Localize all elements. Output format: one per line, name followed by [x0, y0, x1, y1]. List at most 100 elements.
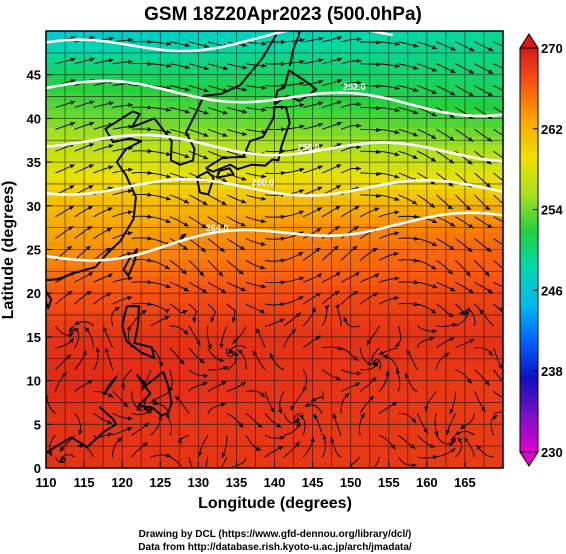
heat-cell: [449, 240, 458, 251]
heat-cell: [312, 170, 321, 181]
heat-cell: [495, 459, 503, 468]
heat-cell: [426, 389, 436, 399]
streamline-arrow: [184, 109, 190, 114]
heat-cell: [114, 100, 123, 111]
heat-cell: [457, 197, 466, 207]
heat-cell: [304, 197, 314, 207]
heat-cell: [358, 415, 367, 425]
streamline-arrow: [261, 219, 266, 224]
heat-cell: [312, 109, 321, 119]
heat-cell: [343, 424, 352, 434]
heat-cell: [145, 450, 154, 460]
heat-cell: [274, 205, 283, 216]
heat-cell: [160, 144, 169, 154]
heat-cell: [91, 450, 100, 460]
heat-cell: [91, 162, 100, 172]
heat-cell: [426, 205, 436, 216]
heat-cell: [152, 39, 161, 50]
heat-cell: [358, 109, 367, 119]
heat-cell: [68, 301, 78, 312]
y-tick-label: 0: [34, 461, 41, 476]
heat-cell: [304, 319, 314, 329]
heat-cell: [419, 406, 428, 417]
heat-cell: [68, 100, 78, 111]
streamline-arrow: [376, 171, 381, 176]
heat-cell: [266, 205, 276, 216]
heat-cell: [464, 100, 474, 111]
coastline: [288, 31, 301, 67]
heat-cell: [160, 319, 169, 329]
heat-cell: [282, 205, 291, 216]
heat-cell: [221, 205, 230, 216]
heat-cell: [282, 39, 291, 50]
streamline-arrow: [487, 288, 493, 293]
heat-cell: [68, 83, 78, 93]
heat-cell: [228, 319, 238, 329]
heat-cell: [183, 336, 192, 347]
heat-cell: [381, 100, 390, 111]
heat-cell: [464, 214, 474, 224]
heat-cell: [160, 284, 169, 294]
heat-cell: [190, 301, 199, 312]
heat-cell: [358, 205, 367, 216]
heat-cell: [411, 31, 420, 41]
heat-cell: [312, 433, 321, 443]
heat-cell: [464, 459, 474, 468]
streamline: [493, 150, 503, 159]
heat-cell: [335, 459, 344, 468]
heat-cell: [449, 275, 458, 286]
heat-cell: [152, 301, 161, 312]
heat-cell: [358, 118, 367, 128]
heat-cell: [228, 284, 238, 294]
heat-cell: [167, 301, 177, 312]
heat-cell: [350, 258, 359, 268]
streamline-arrow: [332, 413, 337, 419]
heat-cell: [396, 57, 405, 67]
streamline-arrow: [182, 310, 188, 315]
streamline-arrow: [486, 247, 492, 252]
heat-cell: [297, 162, 306, 172]
heat-cell: [259, 214, 268, 224]
heat-cell: [244, 214, 253, 224]
heat-cell: [381, 345, 390, 355]
heat-cell: [320, 153, 329, 163]
streamline-arrow: [413, 301, 419, 307]
heat-cell: [388, 188, 397, 198]
heat-cell: [114, 415, 123, 425]
streamline-arrow: [394, 152, 400, 157]
heat-cell: [76, 363, 85, 373]
heat-cell: [129, 240, 138, 251]
heat-cell: [205, 459, 215, 468]
heat-cell: [68, 284, 78, 294]
heat-cell: [84, 275, 93, 286]
heat-cell: [221, 188, 230, 198]
streamline-arrow: [107, 432, 113, 437]
heat-cell: [343, 293, 352, 303]
heat-cell: [205, 197, 215, 207]
heat-cell: [312, 293, 321, 303]
y-tick-label: 40: [27, 111, 41, 126]
streamline-arrow: [299, 146, 305, 151]
heat-cell: [343, 459, 352, 468]
heat-cell: [183, 258, 192, 268]
heat-cell: [68, 336, 78, 347]
streamline-arrow: [70, 121, 76, 126]
heat-cell: [381, 214, 390, 224]
streamline-arrow: [270, 407, 275, 413]
heat-cell: [266, 363, 276, 373]
heat-cell: [472, 293, 481, 303]
heat-cell: [312, 406, 321, 417]
heat-cell: [495, 336, 503, 347]
heat-cell: [46, 406, 55, 417]
heat-cell: [145, 293, 154, 303]
heat-cell: [434, 205, 443, 216]
heat-cell: [457, 284, 466, 294]
heat-cell: [335, 336, 344, 347]
heat-cell: [53, 406, 62, 417]
heat-cell: [358, 39, 367, 50]
streamline-arrow: [434, 431, 439, 437]
heat-cell: [84, 406, 93, 417]
heat-cell: [457, 363, 466, 373]
streamline-arrow: [374, 273, 380, 278]
heat-cell: [373, 65, 382, 76]
